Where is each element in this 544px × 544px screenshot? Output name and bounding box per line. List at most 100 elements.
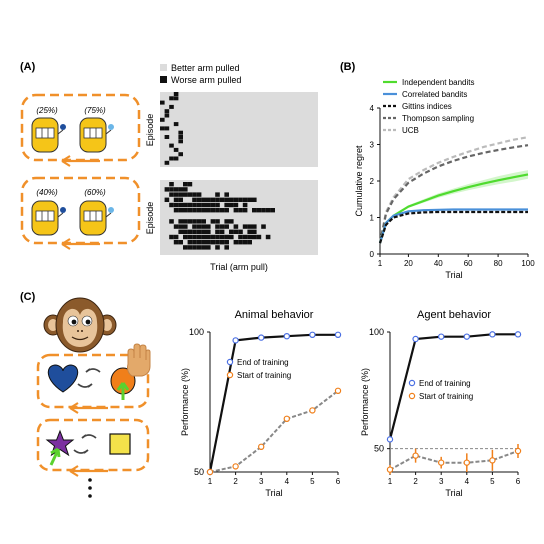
raster-mark [201, 229, 206, 234]
raster-mark [164, 197, 170, 202]
raster-mark [265, 208, 271, 213]
raster-mark [261, 224, 266, 229]
data-point [334, 331, 342, 338]
raster-ylabel-bottom: Episode [145, 202, 155, 235]
raster-mark [169, 187, 174, 192]
raster-mark [178, 130, 183, 135]
raster-mark [206, 208, 211, 213]
data-point [514, 331, 522, 338]
slot-machine-icon [31, 200, 66, 236]
data-point [412, 452, 419, 459]
y-tick-label: 100 [369, 327, 384, 337]
data-point [489, 331, 496, 338]
raster-mark [178, 135, 183, 139]
raster-mark [206, 202, 211, 208]
hand-icon [127, 343, 151, 377]
raster-mark [173, 240, 179, 245]
raster-mark [196, 219, 202, 224]
raster-mark [215, 234, 220, 240]
raster-mark [206, 229, 211, 234]
swap-arrows-icon [77, 368, 101, 388]
raster-mark [178, 219, 183, 224]
raster-mark [178, 202, 183, 208]
raster-mark [242, 197, 248, 202]
arrow-left-icon [61, 155, 100, 167]
raster-mark [247, 197, 252, 202]
y-axis-label: Performance (%) [360, 368, 370, 436]
data-point [463, 333, 470, 340]
series-band-independent [380, 170, 528, 244]
raster-mark [261, 208, 266, 213]
raster-mark [206, 240, 211, 245]
data-point [438, 459, 445, 466]
raster-mark [233, 229, 239, 234]
raster-mark [210, 202, 216, 208]
x-tick-label: 1 [208, 477, 213, 486]
raster-mark [224, 224, 229, 229]
raster-mark [183, 187, 188, 192]
series-line-thompson-sampling [378, 144, 529, 244]
raster-mark [178, 152, 183, 157]
slot-prob-bottom-right: (60%) [84, 188, 106, 197]
slot-prob-top-left: (25%) [36, 106, 58, 115]
raster-mark [160, 117, 165, 122]
square-icon [109, 433, 131, 455]
y-tick-label: 50 [374, 444, 384, 454]
monkey-icon [43, 297, 117, 353]
raster-mark [192, 224, 197, 229]
raster-mark [229, 229, 234, 234]
raster-mark [201, 202, 206, 208]
data-point [334, 387, 342, 394]
legend-label: Start of training [237, 371, 291, 380]
raster-mark [173, 208, 179, 213]
raster-mark [229, 219, 234, 224]
raster-mark [192, 240, 197, 245]
y-tick-label: 100 [189, 327, 204, 337]
raster-mark [196, 197, 202, 202]
x-tick-label: 2 [233, 477, 238, 486]
raster-mark [187, 245, 193, 250]
data-point [514, 447, 522, 455]
raster-mark [215, 202, 220, 208]
raster-mark [187, 202, 193, 208]
chart-agent-behavior: Agent behavior 50 100 1 2 3 4 5 6 Trial Performanc… [360, 309, 522, 498]
ellipsis-dot [88, 486, 92, 490]
swap-arrows-icon [73, 434, 97, 454]
raster-mark [173, 192, 179, 197]
data-point [412, 335, 419, 343]
raster-bottom-marks [164, 182, 275, 250]
raster-mark [229, 234, 234, 240]
legend-marker [226, 371, 234, 379]
raster-top-marks [160, 92, 183, 165]
slot-machine-icon [31, 117, 66, 153]
raster-mark [201, 208, 206, 213]
raster-mark [247, 234, 252, 240]
raster-mark [164, 109, 170, 114]
raster-mark [173, 197, 179, 202]
raster-mark [192, 202, 197, 208]
legend-marker [408, 392, 416, 400]
dashed-box-choice-2 [36, 418, 150, 472]
y-tick-label: 2 [370, 177, 375, 186]
green-arrow-up-icon [116, 382, 130, 400]
slot-machine-icon [79, 117, 114, 153]
raster-mark [169, 96, 174, 101]
bandit-group-top: (25%) (75%) [20, 93, 141, 167]
raster-mark [215, 219, 220, 224]
raster-mark [183, 224, 188, 229]
x-tick-label: 1 [388, 477, 393, 486]
legend-marker [226, 358, 234, 366]
raster-mark [219, 224, 225, 229]
x-tick-label: 40 [434, 259, 443, 268]
raster-mark [229, 197, 234, 202]
data-point [309, 407, 316, 414]
raster-mark [210, 240, 216, 245]
raster-mark [192, 208, 197, 213]
x-tick-label: 5 [310, 477, 315, 486]
series-line-correlated-bandits [378, 208, 528, 244]
raster-mark [252, 208, 257, 213]
raster-mark [183, 182, 188, 187]
dashed-box-choice-1 [36, 353, 150, 409]
raster-mark [169, 182, 174, 187]
raster-mark [196, 192, 202, 197]
